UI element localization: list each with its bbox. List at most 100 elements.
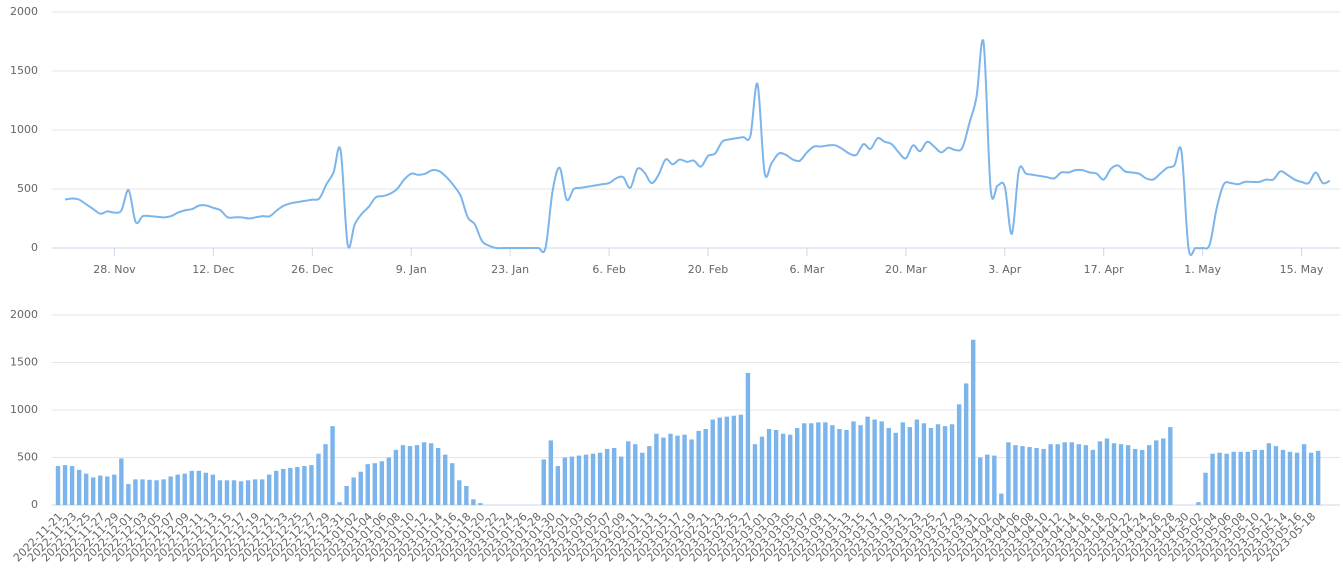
bar [1252,449,1257,505]
bar [351,477,356,505]
bar [985,454,990,505]
bar [611,448,617,505]
bar [126,484,131,505]
bar [633,444,638,505]
bar [935,424,941,505]
bar [147,479,152,505]
bar [414,445,420,505]
bar [259,479,265,505]
bar [1069,442,1074,505]
bar [1034,448,1039,505]
bar [105,476,110,505]
bar [978,457,983,505]
bar [1062,442,1067,505]
bar [69,466,75,505]
bar [647,446,652,505]
bar [703,429,708,505]
bar [281,468,286,505]
bar [590,453,596,505]
bar [745,372,751,505]
bar [1154,440,1159,505]
bar [893,432,898,505]
bar [386,457,392,505]
bar [548,440,553,505]
bar [196,470,201,505]
y-tick-label: 2000 [10,308,38,321]
bar [210,474,216,505]
bar [119,458,124,505]
bar [844,429,849,505]
bar [809,423,814,505]
bar [1287,451,1293,505]
bar [400,445,406,505]
bar [1048,444,1053,505]
bar [780,433,786,505]
bar [189,470,194,505]
x-tick-label: 17. Apr [1084,263,1124,276]
y-tick-label: 2000 [10,5,38,18]
bar [907,427,913,505]
bar [245,480,251,505]
x-tick-label: 1. May [1184,263,1221,276]
bar [900,422,905,505]
bar [1301,444,1307,505]
bar [675,435,680,505]
bar [365,464,370,505]
bar [1203,472,1208,505]
bar [1147,445,1152,505]
bar [640,452,645,505]
bar [161,479,166,505]
bar [851,421,856,505]
x-tick-label: 6. Mar [790,263,825,276]
bar [379,461,385,505]
bar [576,455,582,505]
bar [344,486,349,505]
bar [1104,438,1110,505]
bar [62,465,68,505]
bar [435,448,441,505]
bar [140,479,145,505]
bar [428,443,434,505]
bar [182,473,187,505]
bar [555,466,561,505]
bar [112,474,117,505]
bar [450,463,455,505]
bar [971,339,976,505]
bar [1217,452,1222,505]
bar [1238,451,1243,505]
bar [619,456,624,505]
bar [1027,447,1032,505]
bar [928,428,934,505]
bar [1294,452,1300,505]
y-tick-label: 0 [31,241,38,254]
bar [1273,446,1279,505]
y-tick-label: 1500 [10,356,38,369]
bar [358,471,363,505]
bar [231,480,237,505]
bar [175,474,180,505]
bar [956,404,962,505]
x-tick-label: 20. Feb [688,263,728,276]
bar [98,475,103,505]
bar [795,428,800,505]
bar [323,444,328,505]
bar [1139,449,1145,505]
bar [682,434,687,505]
bar [766,429,772,505]
bar [295,467,300,505]
bar [717,417,722,505]
bar [837,429,842,505]
bar [597,452,603,505]
x-tick-label: 26. Dec [291,263,333,276]
bar [330,426,335,505]
bar [1041,448,1046,505]
bar [407,446,413,505]
bar [1132,448,1138,505]
bar [626,441,631,505]
bar [872,419,877,505]
y-tick-label: 500 [17,182,38,195]
bar [879,421,884,505]
bar [604,448,610,505]
bar [541,459,546,505]
